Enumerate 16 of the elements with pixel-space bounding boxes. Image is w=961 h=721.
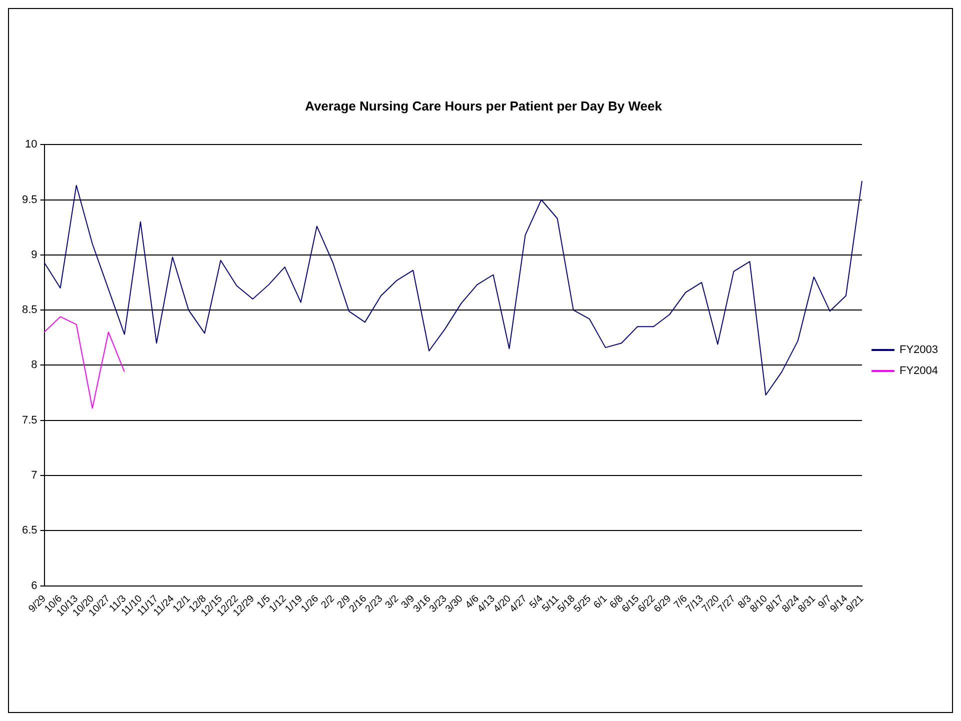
y-tick-label: 9 [31, 248, 38, 261]
legend-label: FY2004 [899, 365, 938, 378]
y-tick-label: 10 [25, 138, 38, 151]
legend-label: FY2003 [899, 344, 938, 356]
y-tick-label: 7.5 [22, 414, 38, 426]
x-tick-label: 6/1 [592, 593, 610, 611]
y-tick-label: 9.5 [22, 194, 38, 206]
y-tick-label: 7 [31, 470, 38, 482]
x-tick-label: 7/27 [716, 593, 738, 615]
y-tick-label: 6 [31, 580, 38, 592]
y-tick-label: 8.5 [22, 304, 38, 316]
x-tick-label: 3/2 [383, 593, 402, 611]
x-tick-label: 2/2 [319, 593, 338, 611]
y-tick-label: 6.5 [22, 524, 38, 537]
y-tick-label: 8 [31, 359, 38, 372]
chart-title: Average Nursing Care Hours per Patient per Day By Week [305, 98, 663, 114]
